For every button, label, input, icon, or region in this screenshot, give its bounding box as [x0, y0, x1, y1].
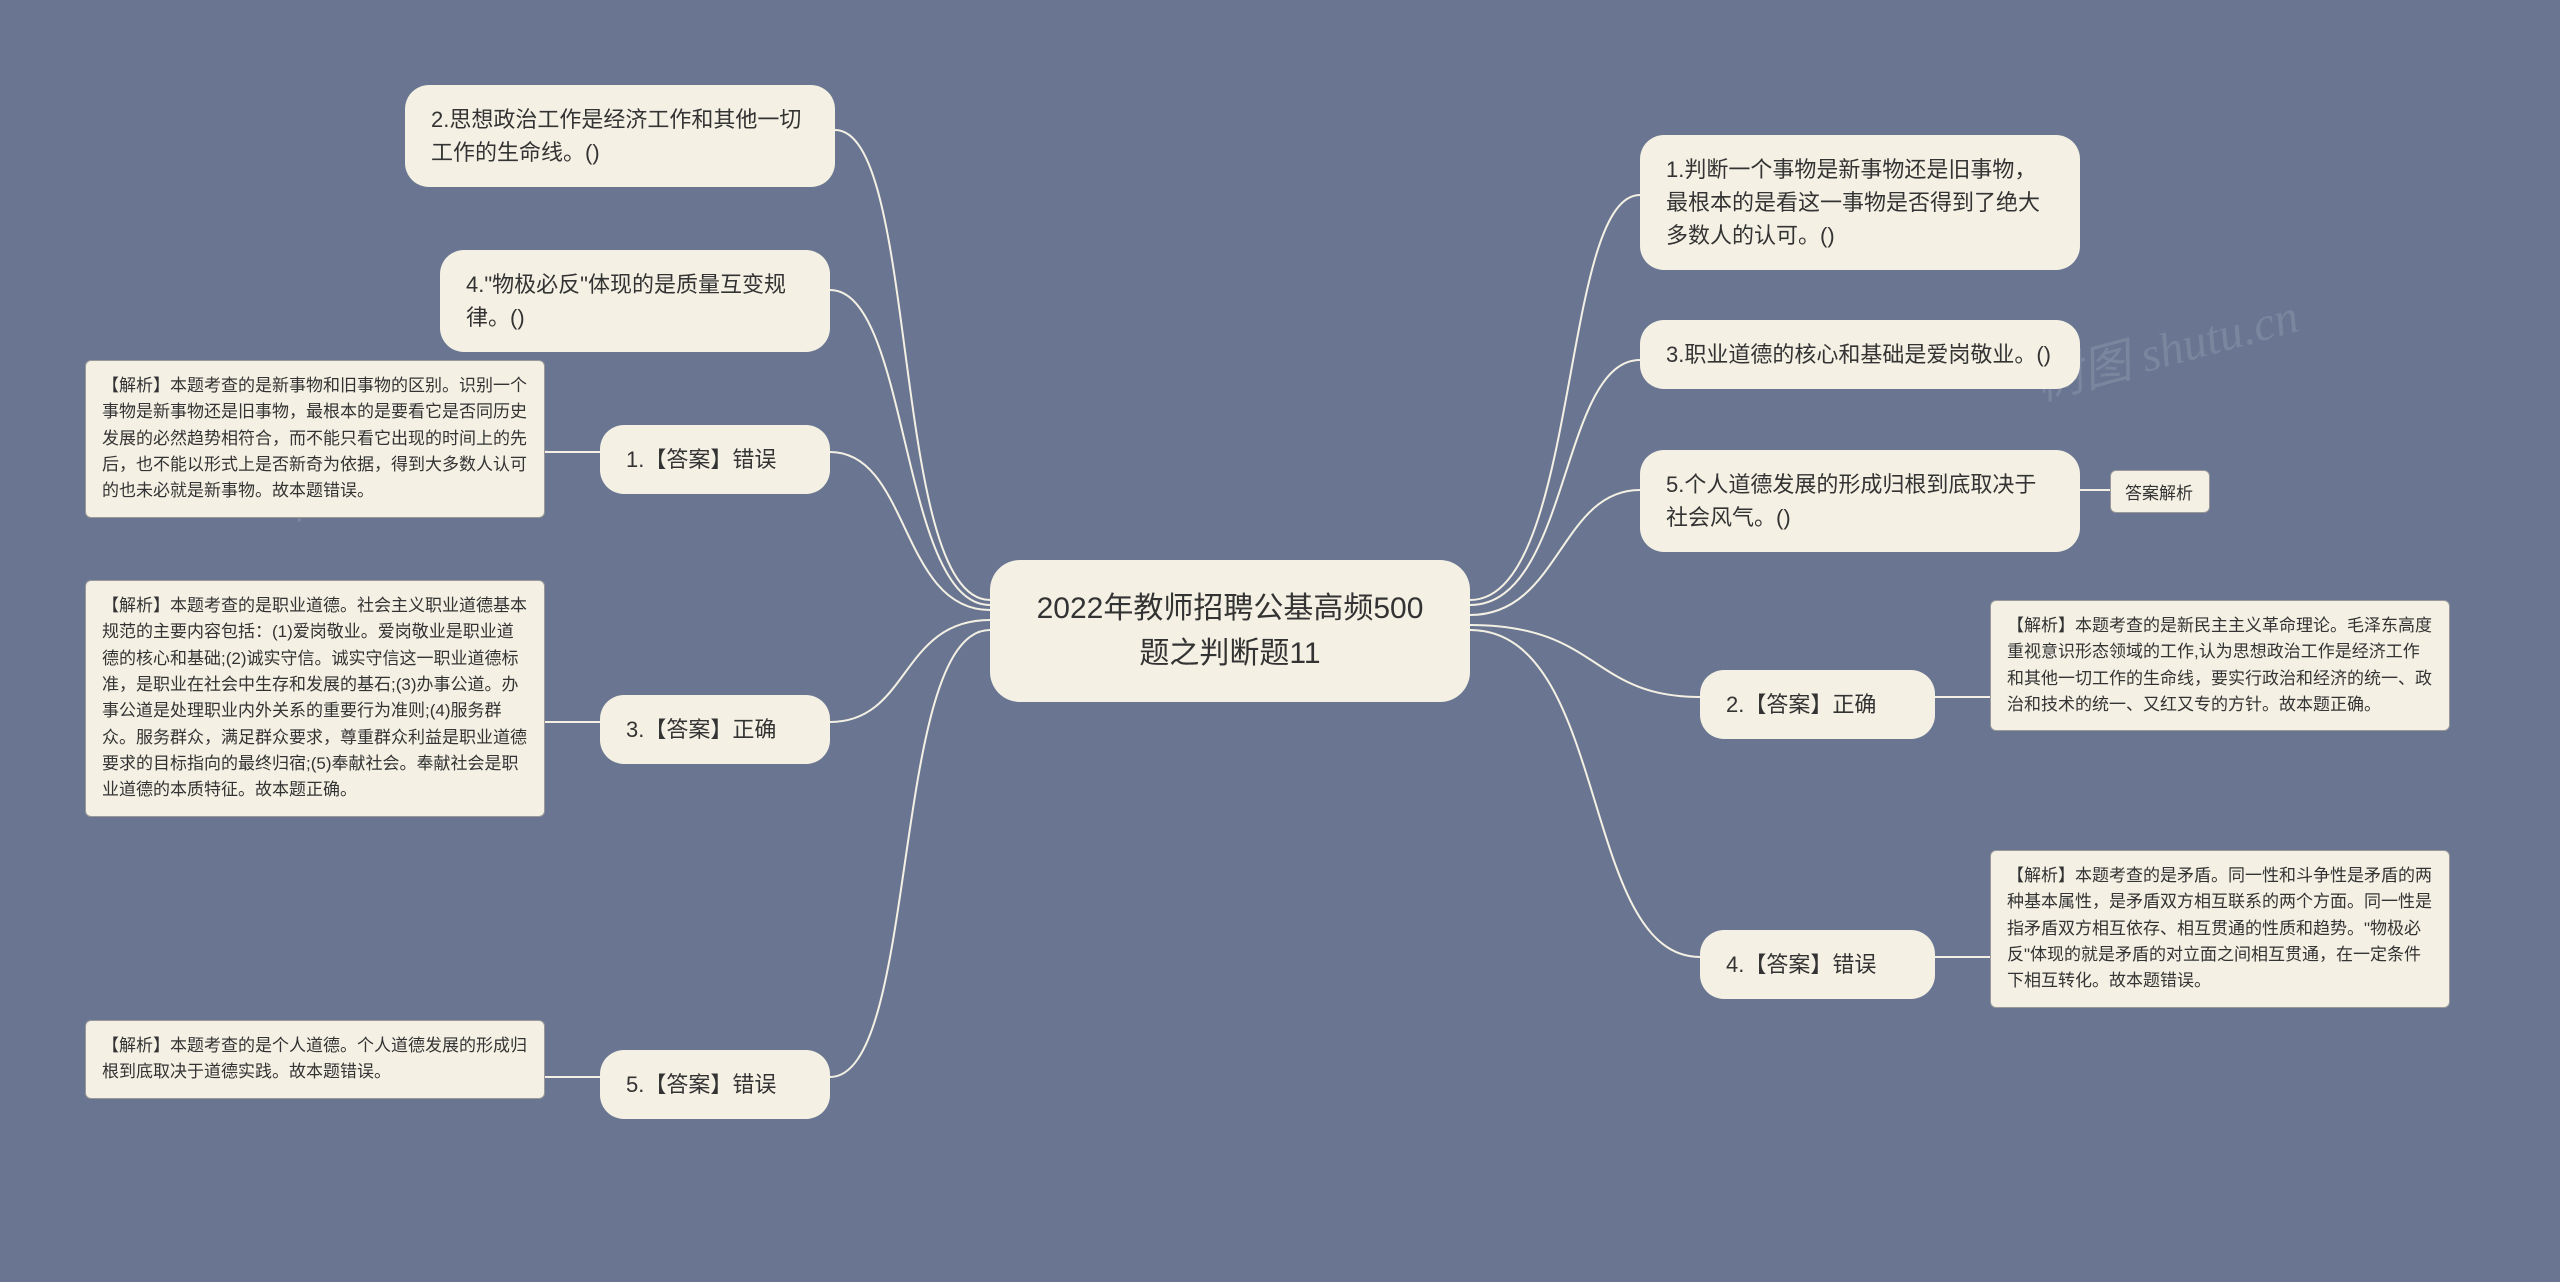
branch-text: 4.【答案】错误 — [1726, 952, 1876, 977]
leaf-right-1: 【解析】本题考查的是新民主主义革命理论。毛泽东高度重视意识形态领域的工作,认为思… — [1990, 600, 2450, 731]
branch-text: 2.【答案】正确 — [1726, 692, 1876, 717]
center-node: 2022年教师招聘公基高频500题之判断题11 — [990, 560, 1470, 702]
branch-right-1: 1.判断一个事物是新事物还是旧事物，最根本的是看这一事物是否得到了绝大多数人的认… — [1640, 135, 2080, 270]
leaf-left-1: 【解析】本题考查的是职业道德。社会主义职业道德基本规范的主要内容包括：(1)爱岗… — [85, 580, 545, 817]
leaf-text: 【解析】本题考查的是新民主主义革命理论。毛泽东高度重视意识形态领域的工作,认为思… — [2007, 616, 2432, 714]
branch-left-answer-5: 5.【答案】错误 — [600, 1050, 830, 1119]
branch-left-4: 4."物极必反"体现的是质量互变规律。() — [440, 250, 830, 352]
branch-left-answer-1: 1.【答案】错误 — [600, 425, 830, 494]
branch-right-5: 5.个人道德发展的形成归根到底取决于社会风气。() — [1640, 450, 2080, 552]
leaf-text: 【解析】本题考查的是新事物和旧事物的区别。识别一个事物是新事物还是旧事物，最根本… — [102, 376, 527, 500]
branch-text: 5.【答案】错误 — [626, 1072, 776, 1097]
branch-text: 1.判断一个事物是新事物还是旧事物，最根本的是看这一事物是否得到了绝大多数人的认… — [1666, 157, 2040, 248]
leaf-text: 【解析】本题考查的是矛盾。同一性和斗争性是矛盾的两种基本属性，是矛盾双方相互联系… — [2007, 866, 2432, 990]
leaf-right-0: 答案解析 — [2110, 470, 2210, 513]
branch-right-answer-2: 2.【答案】正确 — [1700, 670, 1935, 739]
branch-text: 5.个人道德发展的形成归根到底取决于社会风气。() — [1666, 472, 2036, 530]
leaf-text: 答案解析 — [2125, 484, 2193, 503]
leaf-text: 【解析】本题考查的是个人道德。个人道德发展的形成归根到底取决于道德实践。故本题错… — [102, 1036, 527, 1081]
leaf-left-2: 【解析】本题考查的是个人道德。个人道德发展的形成归根到底取决于道德实践。故本题错… — [85, 1020, 545, 1099]
branch-right-answer-4: 4.【答案】错误 — [1700, 930, 1935, 999]
branch-text: 1.【答案】错误 — [626, 447, 776, 472]
branch-text: 2.思想政治工作是经济工作和其他一切工作的生命线。() — [431, 107, 801, 165]
branch-text: 3.【答案】正确 — [626, 717, 776, 742]
branch-left-answer-3: 3.【答案】正确 — [600, 695, 830, 764]
center-text: 2022年教师招聘公基高频500题之判断题11 — [1037, 592, 1424, 670]
branch-text: 4."物极必反"体现的是质量互变规律。() — [466, 272, 786, 330]
leaf-left-0: 【解析】本题考查的是新事物和旧事物的区别。识别一个事物是新事物还是旧事物，最根本… — [85, 360, 545, 518]
leaf-right-2: 【解析】本题考查的是矛盾。同一性和斗争性是矛盾的两种基本属性，是矛盾双方相互联系… — [1990, 850, 2450, 1008]
branch-left-2: 2.思想政治工作是经济工作和其他一切工作的生命线。() — [405, 85, 835, 187]
leaf-text: 【解析】本题考查的是职业道德。社会主义职业道德基本规范的主要内容包括：(1)爱岗… — [102, 596, 527, 799]
branch-right-3: 3.职业道德的核心和基础是爱岗敬业。() — [1640, 320, 2080, 389]
branch-text: 3.职业道德的核心和基础是爱岗敬业。() — [1666, 342, 2051, 367]
